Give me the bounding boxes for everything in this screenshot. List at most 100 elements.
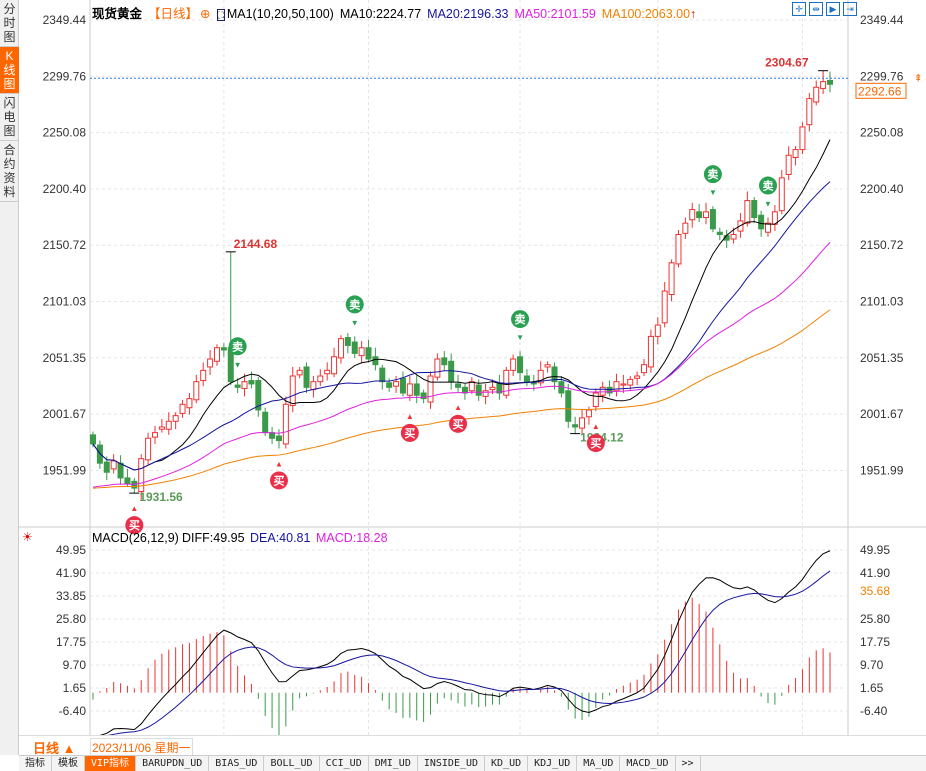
macd-tick-left: 25.80: [56, 612, 86, 626]
buy-signal-icon: [269, 471, 288, 490]
candle-body: [241, 381, 248, 389]
candle-body: [751, 200, 758, 219]
buy-signal-icon: [449, 414, 468, 433]
sell-signal-label: 卖: [763, 179, 774, 193]
up-arrow-icon: ↑: [690, 7, 697, 21]
candle-body: [806, 98, 813, 126]
candle-body: [661, 290, 668, 324]
candle-body: [282, 403, 289, 445]
period-selector[interactable]: 日线 ▲: [33, 741, 76, 756]
tab-kline[interactable]: K线图: [0, 47, 19, 94]
candle-body: [579, 417, 586, 429]
candle-body: [386, 382, 393, 388]
indicator-tab[interactable]: >>: [676, 756, 701, 771]
candle-body: [820, 81, 827, 89]
candle-body: [399, 377, 406, 394]
indicator-tab[interactable]: DMI_UD: [369, 756, 418, 771]
buy-arrows-icon: ▲: [130, 504, 138, 513]
macd-value: MACD:18.28: [316, 531, 388, 545]
candle-body: [709, 209, 716, 230]
macd-tick-left: 49.95: [56, 543, 86, 557]
candle-body: [207, 358, 214, 368]
ma10-value: MA10:2224.77: [339, 7, 422, 21]
price-tick-left: 2051.35: [43, 351, 87, 365]
indicator-tab[interactable]: KD_UD: [485, 756, 529, 771]
indicator-tab[interactable]: BARUPDN_UD: [136, 756, 210, 771]
zoom-range-icon[interactable]: ⇹: [809, 2, 823, 16]
indicator-tab[interactable]: 模板: [52, 756, 85, 771]
candle-body: [220, 347, 227, 351]
macd-tick-left: 41.90: [56, 566, 86, 580]
candle-body: [441, 357, 448, 366]
candle-body: [827, 80, 833, 85]
buy-signal-label: 买: [453, 418, 464, 431]
buy-signal-label: 买: [129, 519, 140, 532]
candle-body: [186, 398, 193, 409]
candle-body: [703, 211, 710, 219]
candle-body: [110, 460, 117, 470]
candle-body: [255, 380, 262, 411]
indicator-tab[interactable]: INSIDE_UD: [418, 756, 486, 771]
tab-flash[interactable]: 闪电图: [0, 94, 19, 141]
candle-body: [324, 369, 331, 375]
sell-signal-icon: [345, 295, 364, 314]
macd-settings-icon: ☀: [22, 530, 33, 544]
ma50-line: [92, 242, 831, 488]
macd-tick-right: 25.80: [860, 612, 890, 626]
candle-body: [510, 358, 517, 371]
sell-arrows-icon: ▼: [351, 318, 359, 327]
crosshair-icon[interactable]: ✛: [792, 2, 806, 16]
candle-body: [592, 392, 599, 408]
candle-body: [606, 386, 613, 394]
price-tick-right: 2200.40: [860, 182, 904, 196]
buy-signal-label: 买: [590, 437, 601, 450]
candle-body: [716, 231, 723, 235]
sell-signal-label: 卖: [349, 297, 360, 311]
play-icon[interactable]: ▶: [826, 2, 840, 16]
candle-body: [744, 200, 751, 224]
indicator-tab[interactable]: CCI_UD: [320, 756, 369, 771]
candle-body: [393, 381, 400, 387]
candle-body: [165, 420, 172, 430]
candle-body: [275, 435, 282, 442]
macd-tick-left: -6.40: [59, 704, 87, 718]
candle-body: [193, 381, 200, 401]
buy-signal-icon: [125, 516, 144, 535]
buy-signal-icon: [400, 423, 419, 442]
candle-body: [200, 369, 207, 382]
kline-chart[interactable]: 2349.44 2349.44 2299.76 2299.76 2250.08 2250.…: [0, 0, 926, 735]
candle-body: [248, 380, 255, 385]
price-tick-left: 2200.40: [43, 182, 87, 196]
indicator-tabs: 指标 模板 VIP指标 BARUPDN_UD BIAS_UD BOLL_UD CCI_UD D…: [19, 755, 926, 771]
candle-body: [158, 426, 165, 430]
indicator-tab[interactable]: KDJ_UD: [528, 756, 578, 771]
macd-tick-left: 17.75: [56, 635, 86, 649]
ma-chart-icon[interactable]: ⛶: [216, 9, 225, 21]
tab-timeshare[interactable]: 分时图: [0, 0, 19, 47]
macd-marker-label: 35.68: [860, 584, 890, 598]
candle-body: [303, 366, 310, 388]
sell-signal-icon: [703, 165, 722, 184]
indicator-tab[interactable]: BIAS_UD: [209, 756, 265, 771]
candle-body: [641, 364, 648, 374]
candle-body: [765, 222, 772, 233]
indicator-tab[interactable]: MA_UD: [577, 756, 621, 771]
candle-body: [565, 390, 572, 422]
candle-body: [778, 177, 785, 212]
current-price-label: 2292.66: [858, 84, 902, 98]
candle-body: [523, 375, 530, 383]
indicator-tab[interactable]: VIP指标: [85, 756, 137, 771]
candle-body: [668, 262, 675, 295]
sell-signal-icon: [511, 310, 530, 329]
tab-contract-info[interactable]: 合约资料: [0, 141, 19, 202]
settings-icon[interactable]: ⊕: [200, 7, 211, 21]
candle-body: [434, 358, 441, 378]
macd-tick-right: -6.40: [860, 704, 888, 718]
period-label[interactable]: 【日线】: [148, 7, 199, 21]
exit-icon[interactable]: ⇥: [843, 2, 857, 16]
indicator-tab[interactable]: MACD_UD: [620, 756, 676, 771]
indicator-tab[interactable]: BOLL_UD: [264, 756, 320, 771]
price-arrow-icon: ⇞: [914, 73, 922, 84]
macd-tick-right: 1.65: [860, 681, 884, 695]
indicator-tab[interactable]: 指标: [19, 756, 52, 771]
